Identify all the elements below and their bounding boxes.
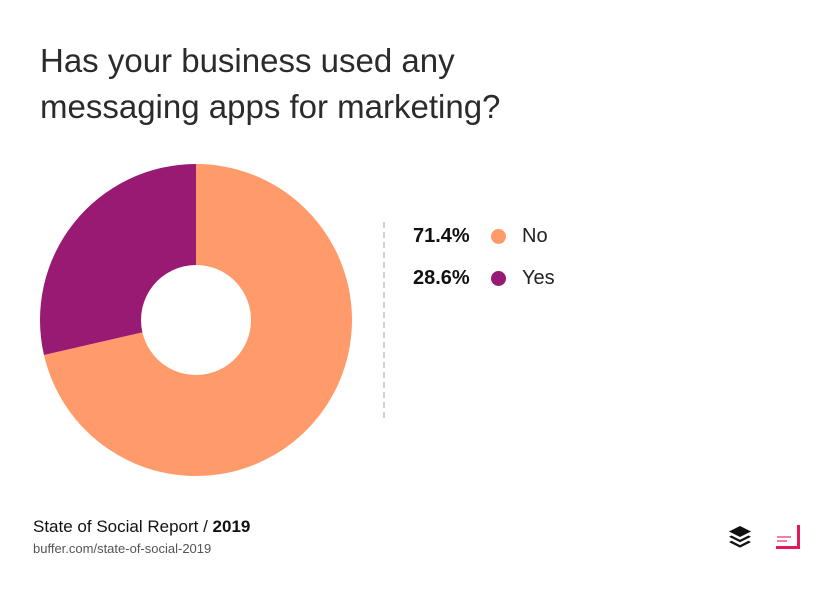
legend-dot-yes xyxy=(491,270,506,286)
donut-slice-no xyxy=(43,164,353,476)
report-url: buffer.com/state-of-social-2019 xyxy=(33,541,212,556)
legend-label-no: No xyxy=(522,224,548,247)
legend-value-no: 71.4% xyxy=(413,224,470,247)
chart-title: Has your business used any messaging app… xyxy=(40,38,600,130)
social-report-icon xyxy=(776,525,800,549)
footer: State of Social Report / 2019 buffer.com… xyxy=(33,516,250,560)
report-year: 2019 xyxy=(212,517,251,536)
legend-item-yes: 28.6% Yes xyxy=(413,264,555,292)
chart-title-line-2: messaging apps for marketing? xyxy=(40,88,501,125)
legend-dot-no xyxy=(491,228,506,244)
buffer-stack-icon xyxy=(729,526,751,548)
legend-value-yes: 28.6% xyxy=(413,266,470,289)
report-title: State of Social Report / 2019 xyxy=(33,516,250,538)
legend: 71.4% No 28.6% Yes xyxy=(413,222,555,306)
chart-title-line-1: Has your business used any xyxy=(40,42,455,79)
donut-slice-yes xyxy=(39,164,197,355)
report-label: State of Social Report / xyxy=(33,517,213,536)
legend-item-no: 71.4% No xyxy=(413,222,555,250)
donut-slices xyxy=(39,164,353,476)
legend-label-yes: Yes xyxy=(522,266,555,289)
legend-divider xyxy=(383,222,385,418)
